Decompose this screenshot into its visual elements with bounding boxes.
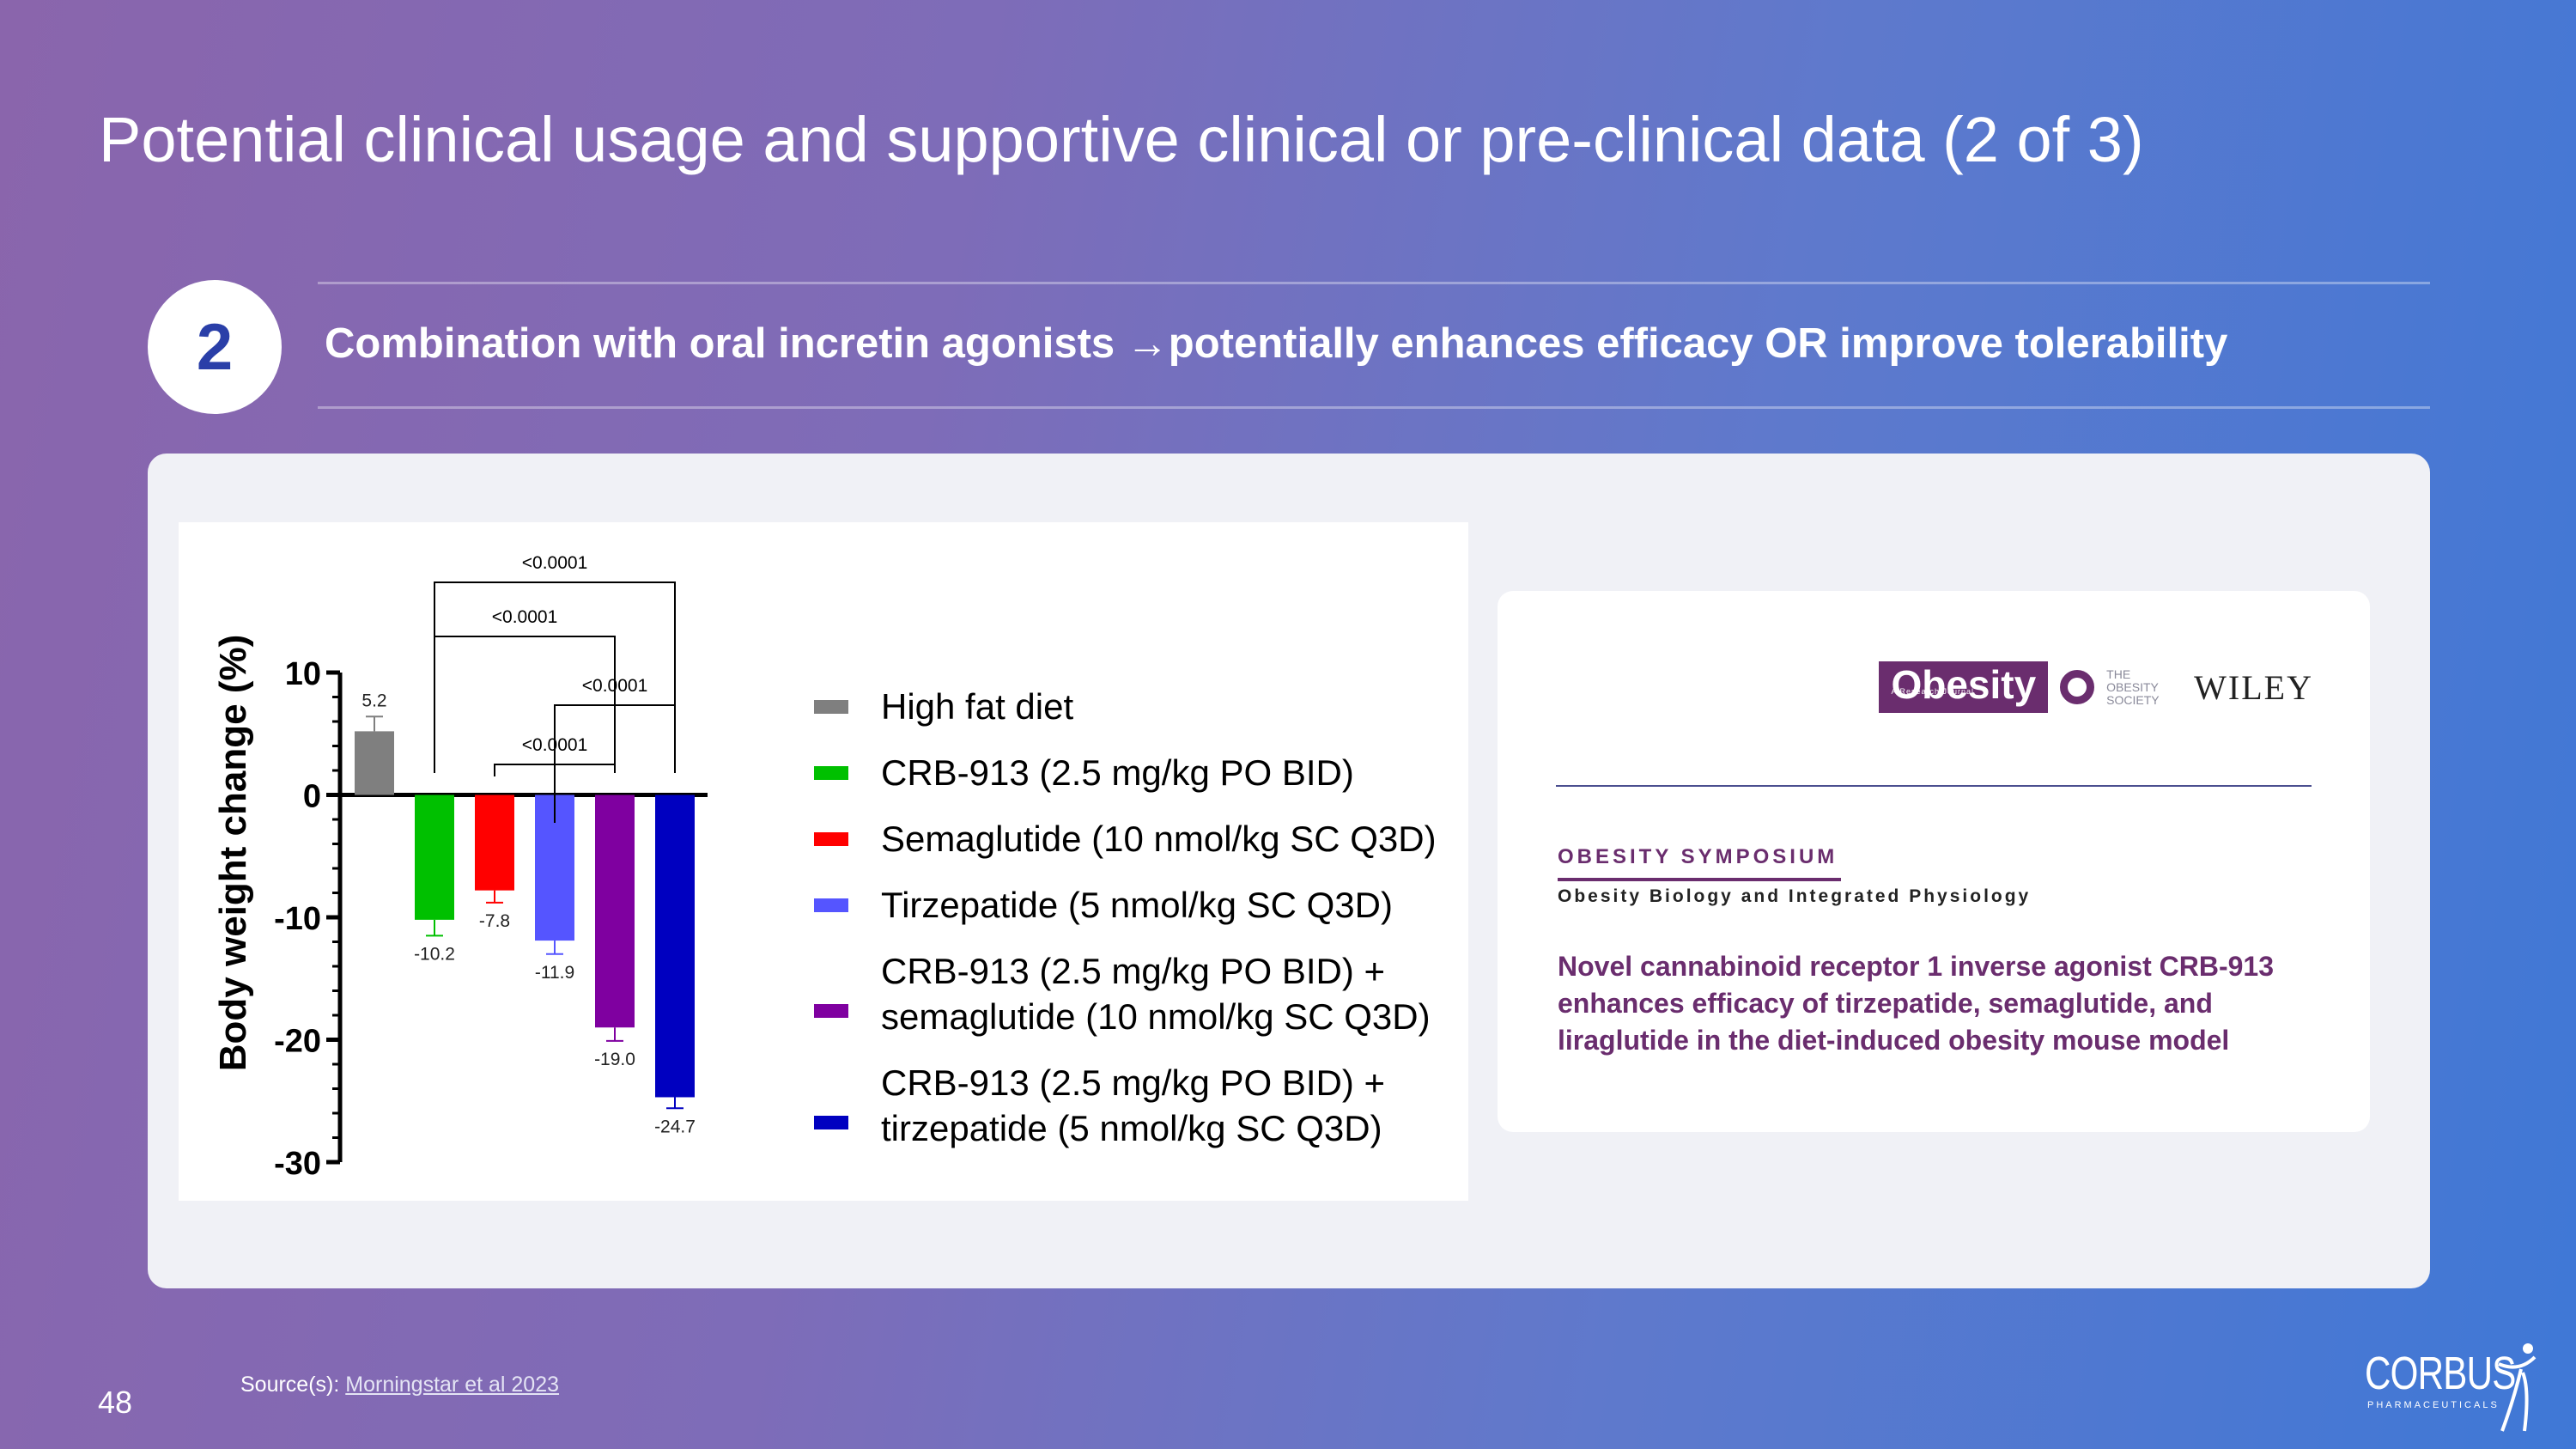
y-axis-label: Body weight change (%) — [212, 635, 254, 1071]
journal-header: Obesity A Research Journal THE OBESITY S… — [1879, 661, 2313, 713]
paper-title: Novel cannabinoid receptor 1 inverse ago… — [1558, 951, 2275, 1056]
data-label: -11.9 — [535, 963, 574, 983]
y-tick-label: -30 — [274, 1146, 321, 1182]
legend-label: CRB-913 (2.5 mg/kg PO BID) + — [881, 951, 1385, 991]
figure-icon — [2498, 1343, 2537, 1432]
legend-label: semaglutide (10 nmol/kg SC Q3D) — [881, 996, 1431, 1037]
legend-swatch — [814, 700, 848, 714]
y-tick-label: 0 — [303, 779, 321, 815]
legend-label: tirzepatide (5 nmol/kg SC Q3D) — [881, 1108, 1382, 1148]
legend-swatch — [814, 766, 848, 780]
top-divider — [318, 282, 2430, 284]
source-citation: Source(s): Morningstar et al 2023 — [240, 1373, 559, 1397]
legend-swatch — [814, 898, 848, 912]
data-label: -7.8 — [479, 911, 510, 931]
bar — [355, 731, 394, 795]
data-label: -10.2 — [414, 944, 455, 964]
chart-container: Body weight change (%) 10 0 -10 -20 -30 5.2 -… — [179, 522, 1468, 1201]
data-label: -24.7 — [654, 1117, 696, 1136]
legend-label: CRB-913 (2.5 mg/kg PO BID) + — [881, 1062, 1385, 1103]
society-name: THE OBESITY SOCIETY — [2106, 667, 2160, 707]
source-link[interactable]: Morningstar et al 2023 — [345, 1373, 560, 1397]
bar — [475, 795, 514, 891]
series-label: Obesity Biology and Integrated Physiolog… — [1558, 886, 2032, 906]
section-number-badge: 2 — [148, 280, 282, 414]
legend-swatch — [814, 832, 848, 846]
paper-card: Obesity A Research Journal THE OBESITY S… — [1498, 591, 2370, 1132]
bar — [595, 795, 635, 1028]
significance-bracket — [494, 764, 616, 776]
corbus-logo: CORBUS PHARMACEUTICALS — [2365, 1338, 2545, 1433]
legend-swatch — [814, 1004, 848, 1018]
journal-tag: A Research Journal — [1891, 687, 1974, 696]
p-value-label: <0.0001 — [522, 553, 588, 573]
publisher-logo: WILEY — [2194, 667, 2313, 707]
legend-label: High fat diet — [881, 686, 1073, 727]
p-value-label: <0.0001 — [522, 735, 588, 755]
p-value-label: <0.0001 — [492, 607, 558, 627]
legend-swatch — [814, 1116, 848, 1129]
source-label: Source(s): — [240, 1373, 346, 1397]
brand-name: CORBUS — [2365, 1348, 2516, 1399]
brand-subtitle: PHARMACEUTICALS — [2367, 1400, 2500, 1410]
data-label: -19.0 — [594, 1050, 635, 1069]
obesity-society-ring-icon — [2060, 670, 2095, 704]
obesity-journal-logo: Obesity A Research Journal — [1879, 661, 2049, 713]
symposium-underline — [1558, 878, 1841, 881]
y-tick-label: -10 — [274, 901, 321, 937]
bottom-divider — [318, 406, 2430, 409]
bar — [655, 795, 695, 1098]
page-number: 48 — [98, 1385, 133, 1420]
y-tick-label: 10 — [285, 656, 321, 692]
symposium-label: OBESITY SYMPOSIUM — [1558, 845, 1838, 868]
legend-label: Semaglutide (10 nmol/kg SC Q3D) — [881, 819, 1437, 859]
y-tick-label: -20 — [274, 1024, 321, 1060]
data-label: 5.2 — [361, 691, 386, 710]
journal-name: Obesity — [1891, 662, 2037, 707]
p-value-label: <0.0001 — [582, 676, 648, 696]
page-title: Potential clinical usage and supportive … — [99, 104, 2144, 175]
body-weight-chart: Body weight change (%) 10 0 -10 -20 -30 5.2 -… — [212, 553, 1437, 1182]
card-divider — [1556, 785, 2312, 787]
legend-label: CRB-913 (2.5 mg/kg PO BID) — [881, 752, 1354, 793]
legend-label: Tirzepatide (5 nmol/kg SC Q3D) — [881, 885, 1393, 925]
section-subtitle: Combination with oral incretin agonists … — [325, 320, 2228, 367]
bar — [415, 795, 454, 920]
